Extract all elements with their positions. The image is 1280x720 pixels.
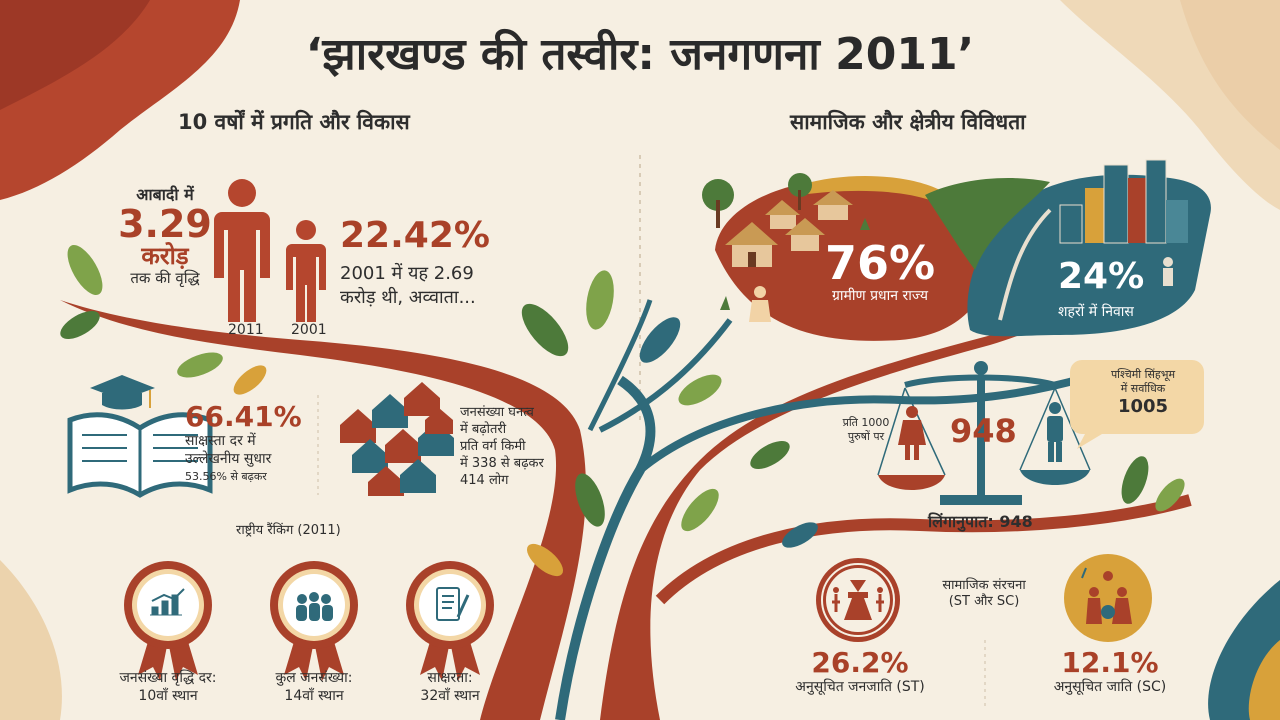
- ranking-badge-literacy: साक्षरता: 32वाँ स्थान: [380, 670, 520, 705]
- page-title: ‘झारखण्ड की तस्वीर: जनगणना 2011’: [305, 29, 975, 80]
- population-unit: करोड़: [141, 242, 189, 270]
- rural-label: ग्रामीण प्रधान राज्य: [832, 288, 928, 304]
- ranking-growth-line2: 10वाँ स्थान: [138, 687, 198, 704]
- ranking-population-line1: कुल जनसंख्या:: [275, 670, 353, 686]
- ranking-growth-line1: जनसंख्या वृद्धि दर:: [119, 670, 217, 686]
- urban-label: शहरों में निवास: [1058, 304, 1134, 320]
- rural-stat: 76% ग्रामीण प्रधान राज्य: [800, 240, 960, 305]
- sex-ratio-per: प्रति 1000 पुरुषों पर: [826, 416, 906, 444]
- sc-value: 12.1%: [1061, 646, 1159, 679]
- social-structure-label: सामाजिक संरचना (ST और SC): [914, 578, 1054, 611]
- literacy-value: 66.41%: [185, 400, 302, 433]
- density-line2: में बढ़ोतरी: [460, 421, 507, 437]
- st-stat: 26.2% अनुसूचित जनजाति (ST): [780, 646, 940, 696]
- year-2011-label: 2011: [228, 322, 264, 338]
- sex-ratio-per-line2: पुरुषों पर: [847, 429, 885, 443]
- sex-ratio-value: 948: [950, 412, 1017, 450]
- ranking-literacy-line1: साक्षरता:: [427, 670, 473, 686]
- sex-ratio-caption: लिंगानुपात: 948: [928, 512, 1033, 531]
- sex-ratio-bubble: पश्चिमी सिंहभूम में सर्वाधिक 1005: [1084, 368, 1202, 418]
- bubble-line2: में सर्वाधिक: [1120, 381, 1166, 395]
- population-label-bottom: तक की वृद्धि: [130, 269, 200, 288]
- density-line4: में 338 से बढ़कर: [460, 455, 544, 471]
- bottom-left-swirl: [0, 560, 62, 720]
- section-heading-diversity: सामाजिक और क्षेत्रीय विविधता: [790, 110, 1026, 134]
- urban-city-illustration: [925, 159, 1211, 337]
- year-2001-label: 2001: [291, 322, 327, 338]
- literacy-line3: 53.56% से बढ़कर: [185, 470, 267, 483]
- population-label-top: आबादी में: [136, 185, 194, 204]
- section-heading-progress: 10 वर्षों में प्रगति और विकास: [178, 110, 410, 134]
- growth-note-line2: करोड़ थी, अव्वाता...: [340, 287, 476, 309]
- ranking-badge-growth: जनसंख्या वृद्धि दर: 10वाँ स्थान: [98, 670, 238, 705]
- literacy-line2: उल्लेखनीय सुधार: [185, 450, 272, 467]
- social-line1: सामाजिक संरचना: [942, 578, 1026, 593]
- growth-note: 2001 में यह 2.69 करोड़ थी, अव्वाता...: [340, 262, 476, 311]
- sex-ratio-per-line1: प्रति 1000: [842, 416, 890, 429]
- balance-scale-illustration: [877, 361, 1091, 505]
- ranking-badges: [124, 561, 494, 681]
- literacy-line1: साक्षस्ता दर में: [185, 433, 256, 449]
- density-stat: जनसंख्या घनत्व में बढ़ोतरी प्रति वर्ग कि…: [460, 405, 544, 489]
- ranking-badge-population: कुल जनसंख्या: 14वाँ स्थान: [244, 670, 384, 705]
- book-icon: [67, 375, 213, 498]
- social-line2: (ST और SC): [948, 594, 1020, 610]
- sc-label: अनुसूचित जाति (SC): [1053, 678, 1167, 695]
- growth-value: 22.42%: [340, 215, 490, 256]
- sc-stat: 12.1% अनुसूचित जाति (SC): [1030, 646, 1190, 696]
- ranking-literacy-line2: 32वाँ स्थान: [420, 687, 480, 704]
- density-line3: प्रति वर्ग किमी: [460, 438, 526, 454]
- growth-note-line1: 2001 में यह 2.69: [340, 263, 474, 284]
- houses-icon: [340, 382, 454, 496]
- st-label: अनुसूचित जनजाति (ST): [795, 678, 925, 695]
- rural-value: 76%: [824, 236, 936, 290]
- bubble-value: 1005: [1117, 395, 1169, 417]
- speech-bubble: [1070, 360, 1204, 449]
- bubble-line1: पश्चिमी सिंहभूम: [1110, 368, 1176, 381]
- st-value: 26.2%: [811, 646, 909, 679]
- farmers-emblem-icon: [1064, 554, 1152, 642]
- people-icon: [214, 179, 326, 322]
- density-line1: जनसंख्या घनत्व: [460, 405, 534, 420]
- population-stat: आबादी में 3.29 करोड़ तक की वृद्धि: [100, 185, 230, 288]
- tree-illustration: [60, 245, 1192, 720]
- tribal-emblem-icon: [816, 558, 900, 642]
- ranking-heading: राष्ट्रीय रैंकिंग (2011): [236, 523, 341, 538]
- ranking-population-line2: 14वाँ स्थान: [284, 687, 344, 704]
- rural-village-illustration: [702, 173, 990, 341]
- urban-value: 24%: [1058, 256, 1145, 297]
- density-line5: 414 लोग: [460, 472, 509, 488]
- literacy-stat: 66.41% साक्षस्ता दर में उल्लेखनीय सुधार …: [185, 400, 325, 484]
- population-value: 3.29: [118, 202, 212, 246]
